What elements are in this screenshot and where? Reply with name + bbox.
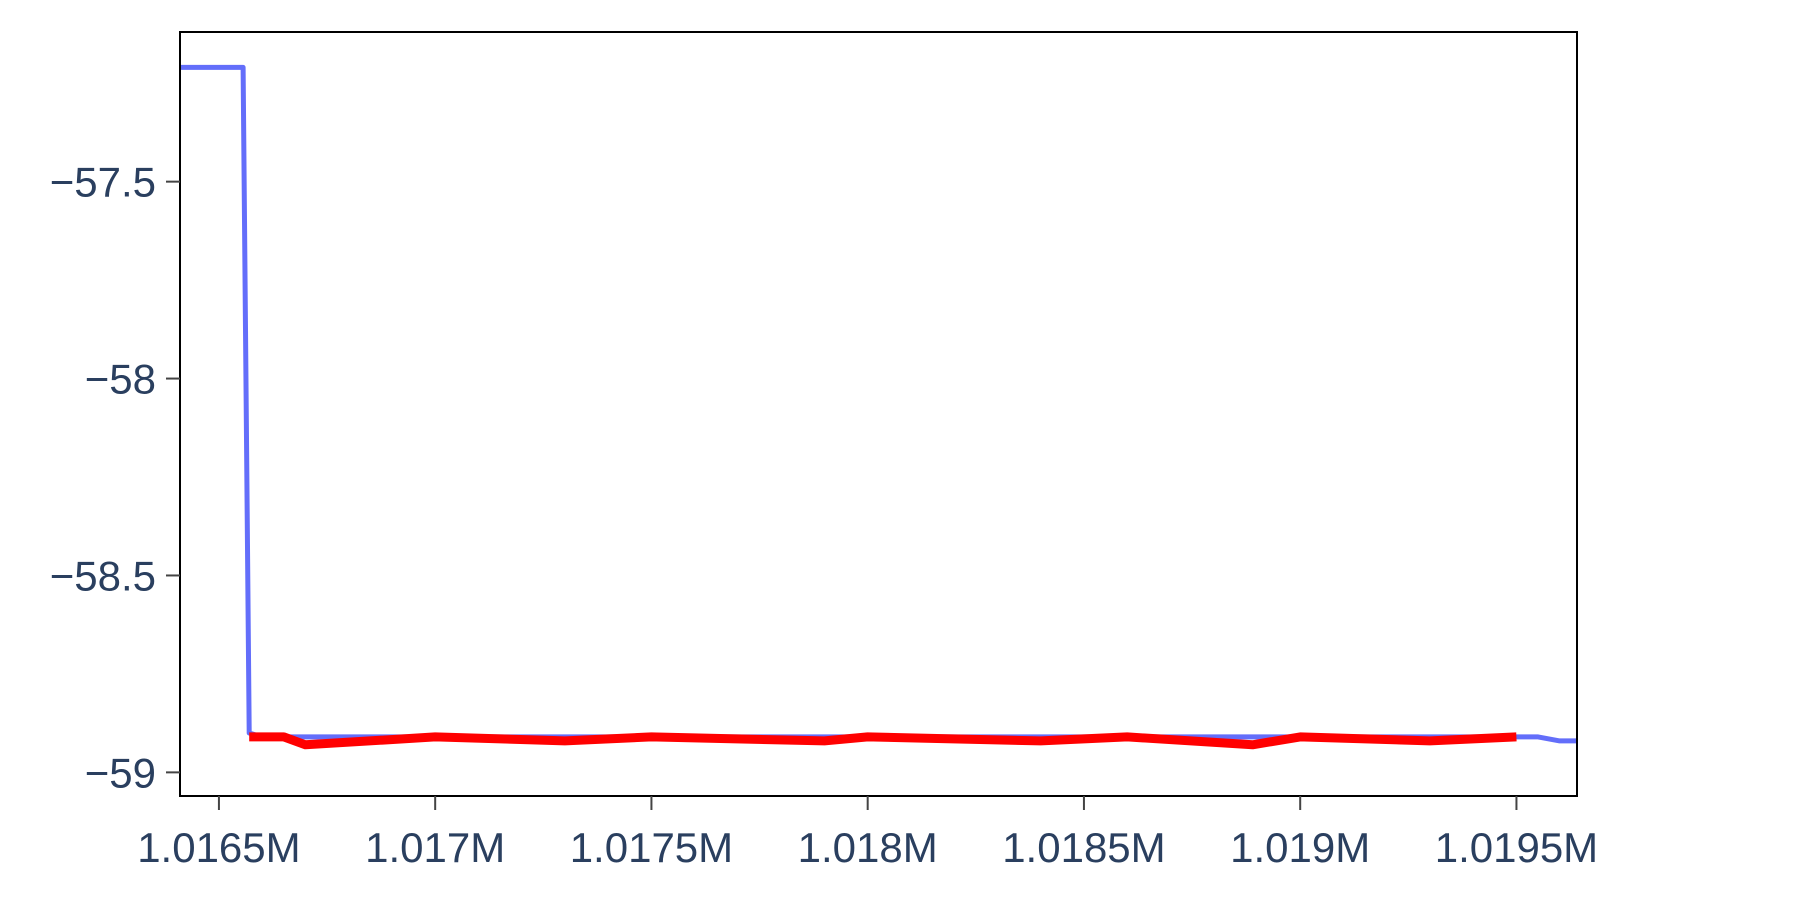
x-axis: 1.0165M 1.017M 1.0175M 1.018M 1.0185M 1.019M 1… [137, 796, 1598, 871]
plot-frame [179, 31, 1578, 797]
x-tick-label: 1.0195M [1435, 824, 1598, 871]
x-tick-label: 1.0185M [1002, 824, 1165, 871]
y-tick-label: −58 [85, 356, 156, 403]
x-tick-label: 1.019M [1230, 824, 1370, 871]
x-tick-label: 1.018M [798, 824, 938, 871]
y-axis: −57.5 −58 −58.5 −59 [50, 159, 180, 796]
x-tick-label: 1.0165M [137, 824, 300, 871]
series-line-2 [249, 732, 1517, 750]
plot-background [180, 32, 1577, 796]
y-tick-label: −59 [85, 749, 156, 796]
y-tick-label: −57.5 [50, 159, 156, 206]
x-tick-label: 1.0175M [570, 824, 733, 871]
y-tick-label: −58.5 [50, 552, 156, 599]
series-layer [180, 64, 1577, 750]
x-tick-label: 1.017M [365, 824, 505, 871]
